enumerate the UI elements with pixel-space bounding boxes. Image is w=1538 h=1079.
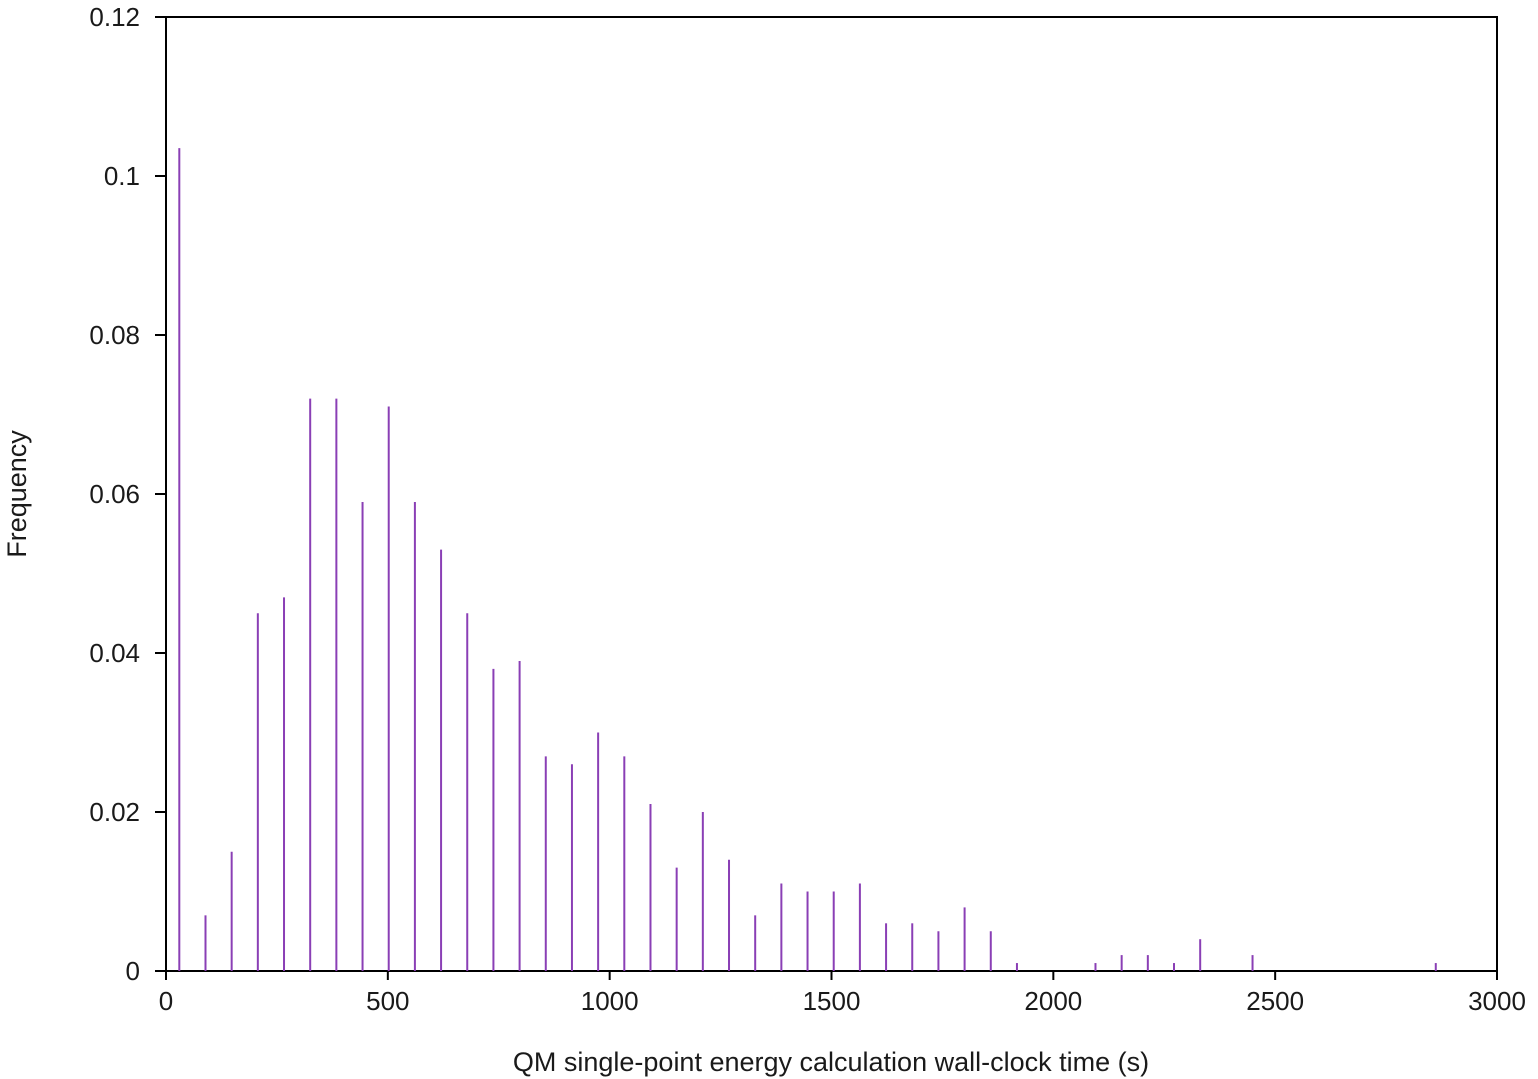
x-tick-label: 1500 [803,986,861,1016]
x-axis-label: QM single-point energy calculation wall-… [513,1047,1149,1077]
y-tick-label: 0.06 [89,479,140,509]
y-axis-ticks: 0 0.02 0.04 0.06 0.08 0.1 0.12 [89,2,166,986]
x-tick-label: 2000 [1024,986,1082,1016]
y-tick-label: 0.08 [89,320,140,350]
bars-group [178,148,1437,971]
x-tick-label: 2500 [1246,986,1304,1016]
x-tick-label: 3000 [1468,986,1526,1016]
x-tick-label: 0 [159,986,173,1016]
x-tick-label: 500 [366,986,409,1016]
y-tick-label: 0.1 [104,161,140,191]
y-tick-label: 0.02 [89,797,140,827]
y-tick-label: 0.04 [89,638,140,668]
y-axis-label: Frequency [2,430,32,558]
x-axis-ticks: 0 500 1000 1500 2000 2500 3000 [159,971,1526,1016]
x-tick-label: 1000 [581,986,639,1016]
plot-frame [165,16,1498,972]
y-tick-label: 0.12 [89,2,140,32]
y-tick-label: 0 [126,956,140,986]
